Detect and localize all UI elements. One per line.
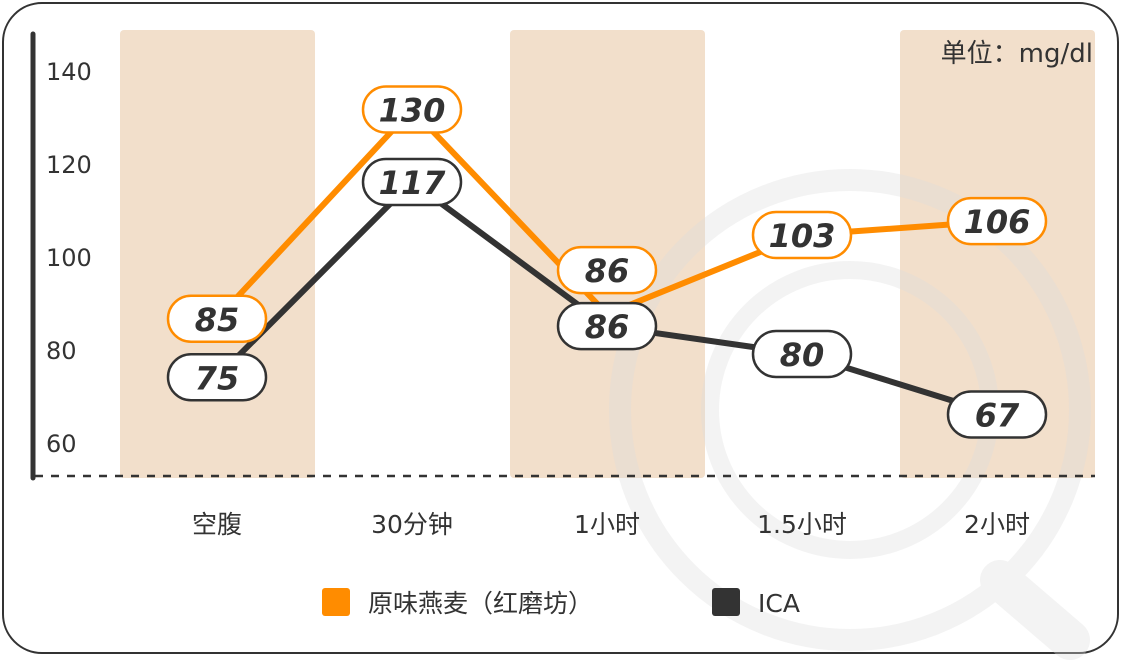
- y-tick-label: 120: [46, 151, 92, 179]
- y-tick-label: 80: [46, 337, 77, 365]
- data-label: 130: [379, 92, 446, 130]
- data-label: 86: [585, 252, 630, 290]
- x-tick-label: 1.5小时: [757, 510, 847, 539]
- data-point: 130: [361, 85, 463, 134]
- data-point: 103: [751, 210, 853, 260]
- data-label-box: [556, 301, 658, 351]
- data-label: 117: [379, 164, 447, 202]
- data-label-box: [946, 390, 1048, 439]
- data-point: 75: [166, 353, 268, 402]
- data-label: 103: [769, 217, 836, 255]
- x-tick-label: 空腹: [192, 510, 242, 539]
- data-label-box: [946, 196, 1048, 246]
- legend: 原味燕麦（红磨坊） ICA: [322, 588, 800, 618]
- data-label: 75: [195, 359, 240, 397]
- shaded-band: [900, 30, 1095, 478]
- data-label-box: [751, 329, 853, 379]
- data-label-box: [166, 353, 268, 402]
- data-label: 67: [975, 396, 1020, 434]
- x-tick-label: 2小时: [964, 510, 1030, 539]
- data-point: 86: [556, 301, 658, 351]
- data-label: 85: [195, 301, 240, 339]
- legend-swatch-0: [322, 588, 350, 616]
- y-tick-label: 140: [46, 58, 92, 86]
- data-point: 85: [166, 294, 268, 343]
- data-label-box: [166, 294, 268, 343]
- data-label-box: [361, 85, 463, 134]
- x-tick-label: 30分钟: [371, 510, 453, 539]
- data-label: 106: [964, 203, 1031, 241]
- data-point: 106: [946, 196, 1048, 246]
- unit-label: 单位：mg/dl: [941, 39, 1093, 69]
- data-point: 80: [751, 329, 853, 379]
- data-label: 80: [780, 336, 825, 374]
- legend-label-0: 原味燕麦（红磨坊）: [368, 589, 593, 618]
- data-point: 117: [361, 157, 463, 207]
- data-point: 67: [946, 390, 1048, 439]
- legend-swatch-1: [712, 588, 740, 616]
- legend-label-1: ICA: [758, 589, 800, 618]
- data-point: 86: [556, 245, 658, 295]
- data-label-box: [361, 157, 463, 207]
- x-tick-label: 1小时: [574, 510, 640, 539]
- y-tick-label: 60: [46, 430, 77, 458]
- data-label-box: [556, 245, 658, 295]
- data-label-box: [751, 210, 853, 260]
- shaded-band: [120, 30, 315, 478]
- data-label: 86: [585, 308, 630, 346]
- y-tick-label: 100: [46, 244, 92, 272]
